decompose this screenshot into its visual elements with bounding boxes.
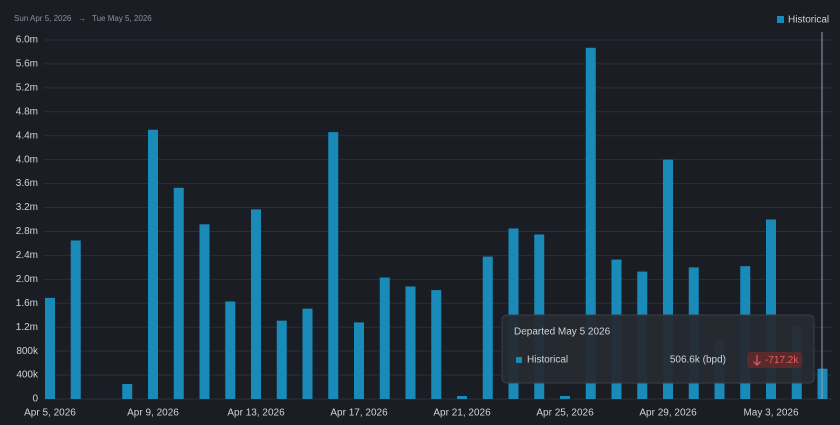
tooltip-change: -717.2k: [765, 355, 799, 366]
bar: [405, 286, 416, 399]
change-badge: [747, 352, 802, 368]
x-tick-label: May 3, 2026: [743, 408, 798, 419]
y-tick-label: 3.2m: [16, 202, 38, 213]
bar: [379, 277, 390, 399]
bar: [70, 240, 81, 399]
bar: [457, 396, 467, 399]
bar: [508, 228, 519, 399]
tooltip-title: Departed May 5 2026: [514, 327, 611, 338]
y-tick-label: 4.0m: [16, 154, 38, 165]
tooltip-swatch: [516, 357, 522, 363]
range-arrow-icon: →: [78, 14, 86, 23]
tooltip-box: [501, 314, 815, 384]
bar: [302, 308, 313, 399]
x-tick-label: Apr 25, 2026: [536, 408, 594, 419]
y-tick-label: 5.6m: [16, 59, 38, 70]
legend-swatch: [777, 16, 784, 23]
y-tick-label: 2.0m: [16, 274, 38, 285]
tooltip-value: 506.6k (bpd): [670, 355, 726, 366]
range-start: Sun Apr 5, 2026: [14, 14, 72, 23]
y-tick-label: 2.8m: [16, 226, 38, 237]
bar: [251, 209, 261, 399]
y-tick-label: 800k: [16, 346, 39, 357]
y-tick-label: 5.2m: [16, 83, 38, 94]
bar: [482, 256, 493, 399]
y-tick-label: 6.0m: [16, 35, 38, 46]
y-tick-label: 400k: [16, 370, 39, 381]
x-tick-label: Apr 29, 2026: [639, 408, 697, 419]
x-tick-label: Apr 21, 2026: [433, 408, 491, 419]
bar: [354, 322, 364, 399]
x-tick-label: Apr 9, 2026: [127, 408, 179, 419]
bar: [199, 224, 210, 399]
bar: [431, 290, 442, 399]
bar: [45, 297, 55, 399]
x-tick-label: Apr 13, 2026: [227, 408, 285, 419]
bar: [225, 301, 236, 399]
legend-label: Historical: [788, 15, 829, 26]
y-tick-label: 0: [32, 394, 38, 405]
tooltip-series: Historical: [527, 355, 568, 366]
y-tick-label: 4.4m: [16, 130, 38, 141]
range-end: Tue May 5, 2026: [92, 14, 152, 23]
bar: [122, 384, 133, 399]
bar: [766, 219, 776, 399]
bar: [148, 129, 158, 399]
bar: [173, 187, 184, 399]
bar: [328, 132, 339, 400]
y-tick-label: 2.4m: [16, 250, 38, 261]
y-tick-label: 3.6m: [16, 178, 38, 189]
y-tick-label: 1.6m: [16, 298, 38, 309]
x-tick-label: Apr 5, 2026: [24, 408, 76, 419]
bar: [585, 47, 596, 400]
tooltip: Departed May 5 2026 Historical 506.6k (b…: [501, 314, 815, 384]
down-arrow-icon: [753, 355, 761, 366]
bar: [276, 320, 287, 399]
y-tick-label: 1.2m: [16, 322, 38, 333]
bar: [663, 159, 673, 399]
x-tick-label: Apr 17, 2026: [330, 408, 388, 419]
bar: [560, 396, 570, 399]
y-tick-label: 4.8m: [16, 106, 38, 117]
